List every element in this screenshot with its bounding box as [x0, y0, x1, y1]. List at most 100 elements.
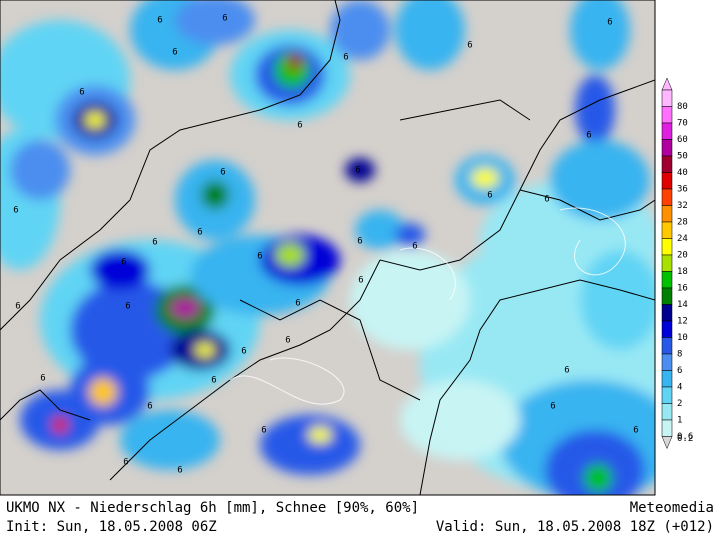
contour-label: 6 [147, 402, 152, 412]
precip-area [345, 158, 375, 182]
legend-label: 20 [677, 251, 688, 261]
legend-swatch [661, 353, 673, 371]
legend-swatch [661, 304, 673, 322]
legend-label: 36 [677, 185, 688, 195]
contour-label: 6 [357, 237, 362, 247]
contour-label: 6 [172, 48, 177, 58]
contour-label: 6 [607, 18, 612, 28]
legend-arrow-bottom [661, 436, 673, 450]
precip-area [580, 250, 655, 350]
contour-label: 6 [15, 302, 20, 312]
legend-swatch [661, 139, 673, 157]
legend-swatch [661, 287, 673, 305]
legend-label: 70 [677, 119, 688, 129]
legend-swatch [661, 419, 673, 437]
legend-label: 14 [677, 300, 688, 310]
legend-label: 60 [677, 135, 688, 145]
precip-area [275, 243, 305, 267]
legend: 80 70 60 50 40 36 32 28 24 20 18 16 14 12 10 8 6 4 2 1 0.60.… [661, 77, 693, 450]
precip-area [85, 112, 105, 128]
footer-valid: Valid: Sun, 18.05.2008 18Z (+012) [436, 519, 714, 535]
legend-label: 12 [677, 317, 688, 327]
contour-label: 6 [467, 41, 472, 51]
precip-area [550, 140, 650, 220]
legend-swatch [661, 155, 673, 173]
legend-swatch [661, 172, 673, 190]
legend-swatch [661, 320, 673, 338]
legend-label: 40 [677, 168, 688, 178]
precip-area [195, 343, 215, 357]
precip-area [395, 223, 425, 247]
legend-label: 0.6 [677, 432, 693, 442]
contour-label: 6 [261, 426, 266, 436]
contour-label: 6 [222, 14, 227, 24]
legend-label: 6 [677, 366, 682, 376]
contour-label: 6 [295, 299, 300, 309]
contour-label: 6 [358, 276, 363, 286]
contour-label: 6 [544, 195, 549, 205]
contour-label: 6 [257, 252, 262, 262]
contour-label: 6 [157, 16, 162, 26]
legend-swatch [661, 205, 673, 223]
legend-label: 0.2 [677, 434, 693, 444]
precip-area [471, 168, 499, 188]
contour-label: 6 [125, 302, 130, 312]
legend-swatch [661, 370, 673, 388]
precip-area [201, 181, 229, 209]
precip-area [10, 140, 70, 200]
footer-init: Init: Sun, 18.05.2008 06Z [6, 519, 217, 535]
precip-area [395, 0, 465, 70]
legend-label: 8 [677, 350, 682, 360]
borders [0, 0, 655, 495]
precip-area [89, 378, 117, 406]
contour-label: 6 [123, 458, 128, 468]
legend-label: 50 [677, 152, 688, 162]
contour-label: 6 [550, 402, 555, 412]
contour-label: 6 [220, 168, 225, 178]
legend-label: 16 [677, 284, 688, 294]
contour-labels: 6 6 6 6 6 6 6 6 6 6 6 6 6 6 6 6 6 6 6 6 6 6 6 6 6 6 6 6 6 6 6 6 6 6 6 [13, 14, 638, 476]
precip-area [584, 464, 612, 492]
precip-area [400, 380, 520, 460]
legend-swatch [661, 271, 673, 289]
contour-label: 6 [586, 131, 591, 141]
contour-label: 6 [412, 242, 417, 252]
precip-area [90, 250, 150, 290]
contour-label: 6 [343, 53, 348, 63]
contour-label: 6 [241, 347, 246, 357]
precip-area [120, 410, 220, 470]
precip-area [308, 427, 332, 443]
precip-area [355, 210, 405, 250]
precip-area [175, 0, 255, 45]
precip-area [350, 250, 470, 350]
footer-title: UKMO NX - Niederschlag 6h [mm], Schnee [… [6, 500, 419, 516]
contour-label: 6 [79, 88, 84, 98]
precip-area [570, 0, 630, 70]
precip-area [52, 417, 68, 433]
legend-label: 18 [677, 267, 688, 277]
legend-label: 80 [677, 102, 688, 112]
legend-swatch [661, 403, 673, 421]
contour-label: 6 [211, 376, 216, 386]
legend-swatch [661, 89, 673, 107]
precip-area [260, 415, 360, 475]
legend-label: 2 [677, 399, 682, 409]
contour-label: 6 [197, 228, 202, 238]
precip-area [575, 75, 615, 145]
legend-label: 1 [677, 416, 682, 426]
legend-label: 28 [677, 218, 688, 228]
legend-arrow-top [661, 77, 673, 91]
precip-area [170, 298, 200, 318]
legend-swatch [661, 337, 673, 355]
snow-contours [229, 207, 626, 405]
contour-label: 6 [564, 366, 569, 376]
map-frame [0, 0, 656, 496]
legend-swatch [661, 386, 673, 404]
contour-label: 6 [152, 238, 157, 248]
contour-label: 6 [297, 121, 302, 131]
legend-swatch [661, 122, 673, 140]
contour-label: 6 [121, 258, 126, 268]
legend-label: 10 [677, 333, 688, 343]
contour-label: 6 [355, 166, 360, 176]
